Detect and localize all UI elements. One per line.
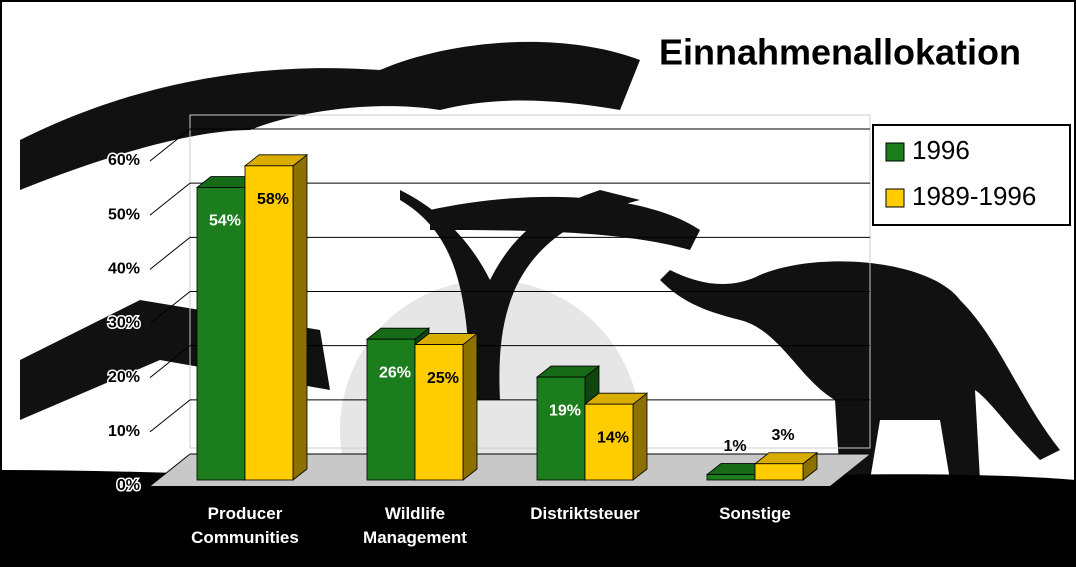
value-label: 26% <box>379 364 411 381</box>
bar <box>197 188 245 481</box>
chart-title: Einnahmenallokation <box>659 32 1021 73</box>
x-tick-label: Sonstige <box>719 504 791 523</box>
label-line: Wildlife <box>385 504 445 523</box>
bar <box>707 475 755 480</box>
bar <box>755 464 803 480</box>
value-label: 54% <box>209 213 241 230</box>
bar <box>537 377 585 480</box>
bar <box>415 345 463 480</box>
bar-side <box>293 155 307 480</box>
y-tick-label: 60% <box>108 152 140 169</box>
bar-side <box>463 334 477 480</box>
value-label: 14% <box>597 429 629 446</box>
value-label: 58% <box>257 191 289 208</box>
y-tick-label: 10% <box>108 423 140 440</box>
bar <box>367 339 415 480</box>
y-tick-label: 20% <box>108 369 140 386</box>
bar <box>245 166 293 480</box>
value-label: 19% <box>549 402 581 419</box>
legend-swatch <box>886 143 904 161</box>
label-line: Sonstige <box>719 504 791 523</box>
value-label: 3% <box>771 427 794 444</box>
value-label: 1% <box>723 438 746 455</box>
y-tick-label: 0% <box>117 477 140 494</box>
label-line: Communities <box>191 528 299 547</box>
legend-label: 1989-1996 <box>912 181 1036 211</box>
label-line: Producer <box>208 504 283 523</box>
legend-swatch <box>886 189 904 207</box>
y-tick-label: 40% <box>108 261 140 278</box>
y-tick-label: 30% <box>108 315 140 332</box>
value-label: 25% <box>427 370 459 387</box>
bar-side <box>633 393 647 480</box>
x-tick-label: Distriktsteuer <box>530 504 640 523</box>
y-tick-label: 50% <box>108 206 140 223</box>
chart: Einnahmenallokation 0% 10% 20% 30% 40% 50% 60%… <box>0 0 1076 567</box>
label-line: Management <box>363 528 467 547</box>
legend-label: 1996 <box>912 135 970 165</box>
label-line: Distriktsteuer <box>530 504 640 523</box>
